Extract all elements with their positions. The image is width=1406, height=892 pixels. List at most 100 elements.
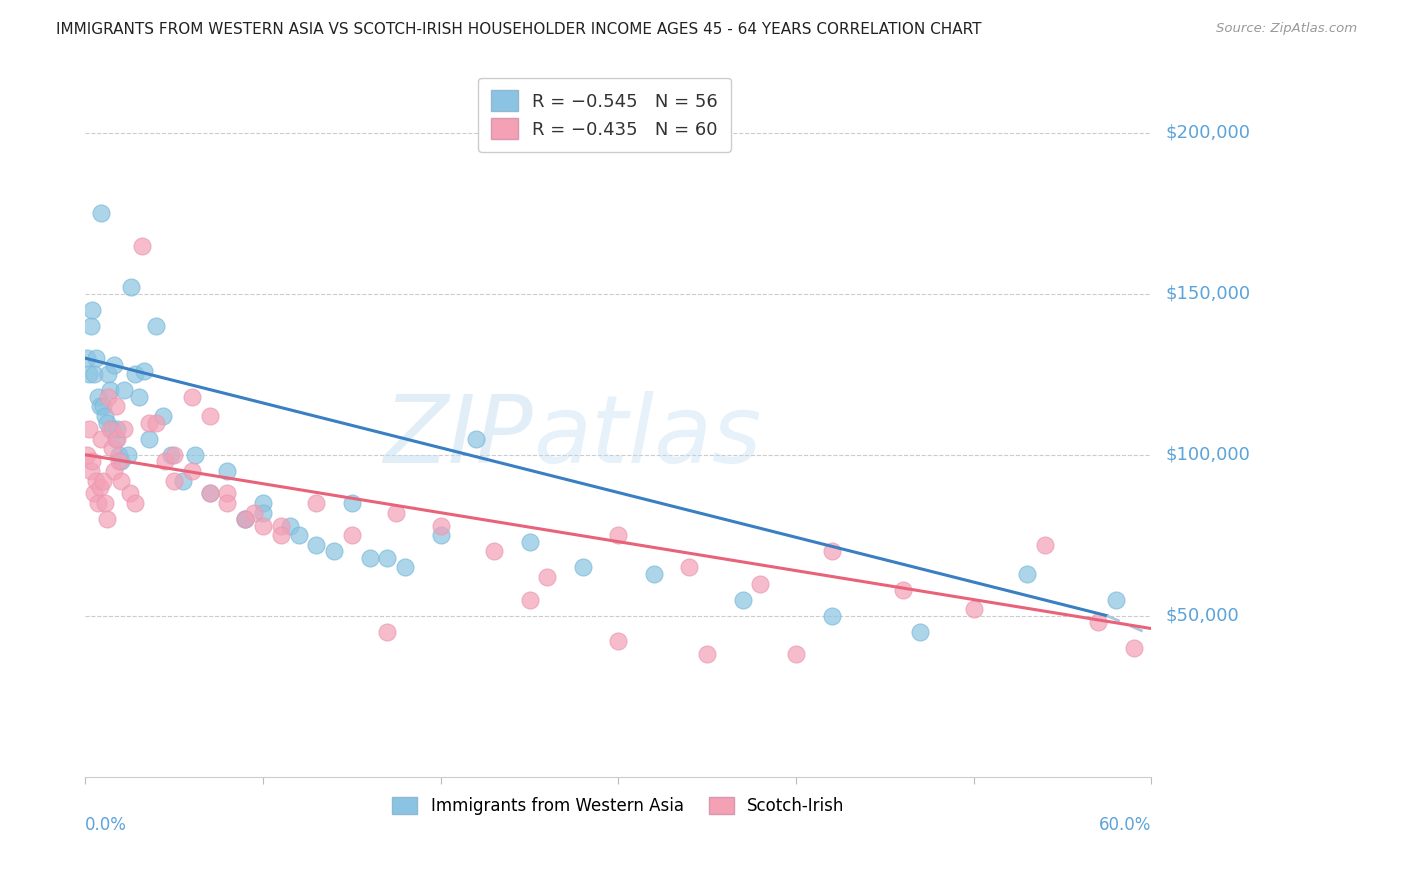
Point [110,474,132,488]
Point [76,448,98,462]
Point [110,454,132,468]
Point [108,454,131,468]
Point [145,318,167,333]
Point [98,384,121,398]
Point [131,238,153,252]
Point [121,280,143,294]
Point [138,416,160,430]
Point [820,608,842,623]
Point [155,454,177,468]
Text: $200,000: $200,000 [1166,124,1250,142]
Point [172,474,194,488]
Point [1087,615,1109,629]
Point [536,570,558,584]
Text: ZIP: ZIP [384,392,533,483]
Point [128,390,150,404]
Point [252,496,274,510]
Point [79,464,101,478]
Point [83,486,105,500]
Point [377,550,399,565]
Point [97,390,120,404]
Point [785,648,807,662]
Point [198,486,221,500]
Point [84,474,107,488]
Point [233,512,256,526]
Point [1105,592,1128,607]
Point [83,368,105,382]
Point [377,624,399,639]
Point [891,582,914,597]
Point [124,368,146,382]
Point [104,432,127,446]
Point [117,448,139,462]
Point [103,464,125,478]
Point [90,206,112,220]
Point [105,422,128,436]
Point [305,538,328,552]
Point [217,486,239,500]
Point [340,528,363,542]
Point [87,390,110,404]
Point [184,448,207,462]
Point [76,351,98,366]
Point [305,496,328,510]
Point [94,409,117,424]
Point [89,400,111,414]
Text: 60.0%: 60.0% [1099,815,1152,833]
Point [112,384,135,398]
Point [152,409,174,424]
Point [519,592,541,607]
Point [1015,566,1038,581]
Point [519,534,541,549]
Point [252,518,274,533]
Point [749,576,772,591]
Point [217,496,239,510]
Point [91,400,114,414]
Point [270,518,292,533]
Point [159,448,181,462]
Point [198,486,221,500]
Point [233,512,256,526]
Point [731,592,754,607]
Point [482,544,505,558]
Point [145,416,167,430]
Point [163,448,186,462]
Point [429,528,451,542]
Point [97,368,120,382]
Point [103,358,125,372]
Point [138,432,160,446]
Point [643,566,665,581]
Point [233,512,256,526]
Point [243,506,266,520]
Point [90,432,112,446]
Point [270,528,292,542]
Point [820,544,842,558]
Point [118,486,141,500]
Text: $100,000: $100,000 [1166,446,1250,464]
Point [98,422,121,436]
Point [1033,538,1056,552]
Point [429,518,451,533]
Point [180,390,202,404]
Point [112,422,135,436]
Point [79,318,101,333]
Point [340,496,363,510]
Point [287,528,309,542]
Point [77,422,100,436]
Legend: Immigrants from Western Asia, Scotch-Irish: Immigrants from Western Asia, Scotch-Iri… [385,790,851,822]
Point [323,544,346,558]
Point [180,464,202,478]
Text: $50,000: $50,000 [1166,607,1239,624]
Point [607,528,630,542]
Point [94,496,117,510]
Point [963,602,986,616]
Point [124,496,146,510]
Point [217,464,239,478]
Point [87,496,110,510]
Point [278,518,301,533]
Text: $150,000: $150,000 [1166,285,1250,302]
Point [105,432,128,446]
Point [96,512,118,526]
Point [465,432,488,446]
Point [104,400,127,414]
